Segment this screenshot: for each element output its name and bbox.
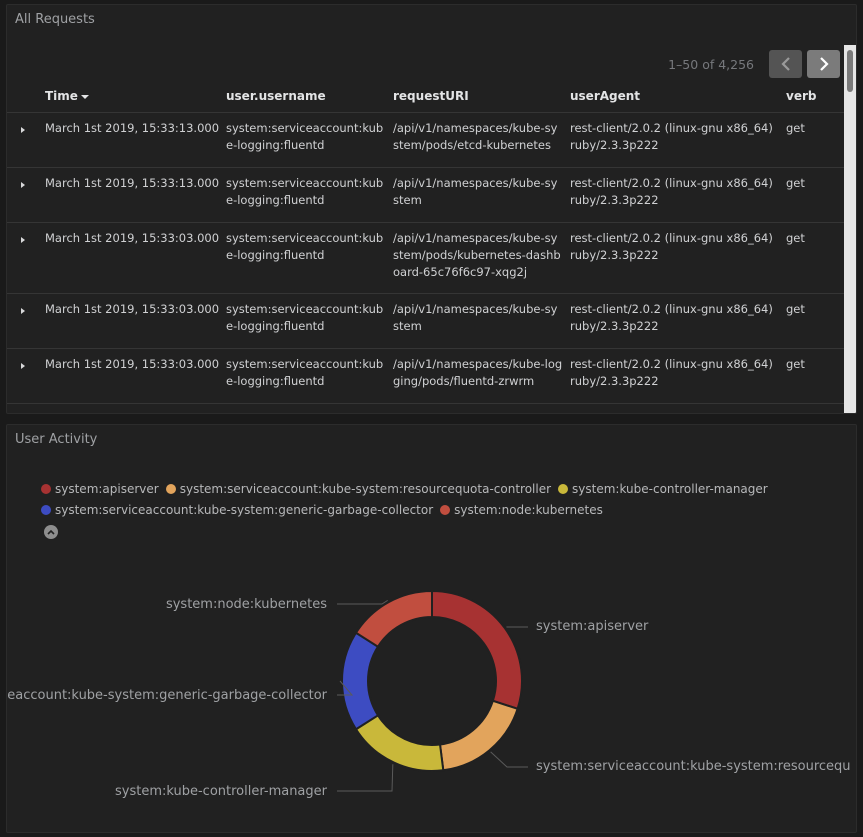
legend-swatch <box>440 504 451 515</box>
column-header-verb[interactable]: verb <box>786 89 817 103</box>
cell-request-uri: /api/v1/namespaces/kube-system/pods/etcd… <box>393 121 558 152</box>
cell-time: March 1st 2019, 15:33:03.000 <box>45 302 220 316</box>
chevron-left-icon <box>780 57 790 71</box>
table-row: March 1st 2019, 15:33:03.000 system:serv… <box>7 349 845 404</box>
sort-desc-icon <box>80 94 89 99</box>
column-header-request-uri[interactable]: requestURI <box>393 89 469 103</box>
slice-label: system:kube-controller-manager <box>115 784 328 799</box>
expand-row-icon[interactable] <box>21 127 25 133</box>
table-header: Time user.username requestURI userAgent … <box>7 83 845 113</box>
cell-time: March 1st 2019, 15:33:03.000 <box>45 357 220 371</box>
expand-row-icon[interactable] <box>21 363 25 369</box>
donut-slice[interactable] <box>438 699 519 772</box>
previous-page-button[interactable] <box>769 50 802 78</box>
cell-user-agent: rest-client/2.0.2 (linux-gnu x86_64) rub… <box>570 176 773 207</box>
slice-label-leader <box>490 751 528 768</box>
cell-user-agent: rest-client/2.0.2 (linux-gnu x86_64) rub… <box>570 121 773 152</box>
cell-request-uri: /api/v1/namespaces/kube-logging/pods/flu… <box>393 357 563 388</box>
legend-label: system:node:kubernetes <box>454 502 603 517</box>
cell-username: system:serviceaccount:kube-logging:fluen… <box>226 357 384 388</box>
legend-item-generic-garbage-collector[interactable]: system:serviceaccount:kube-system:generi… <box>41 503 433 517</box>
cell-verb: get <box>786 176 805 190</box>
cell-username: system:serviceaccount:kube-logging:fluen… <box>226 302 384 333</box>
slice-label-leader <box>337 599 388 605</box>
cell-verb: get <box>786 357 805 371</box>
cell-request-uri: /api/v1/namespaces/kube-system/pods/kube… <box>393 231 561 279</box>
cell-user-agent: rest-client/2.0.2 (linux-gnu x86_64) rub… <box>570 357 773 388</box>
chevron-right-icon <box>819 57 829 71</box>
chart-legend: system:apiserver system:serviceaccount:k… <box>41 478 801 520</box>
expand-row-icon[interactable] <box>21 237 25 243</box>
cell-username: system:serviceaccount:kube-logging:fluen… <box>226 121 384 152</box>
column-header-username[interactable]: user.username <box>226 89 326 103</box>
table-row: March 1st 2019, 15:33:03.000 system:serv… <box>7 223 845 294</box>
legend-label: system:serviceaccount:kube-system:resour… <box>179 481 552 496</box>
cell-user-agent: rest-client/2.0.2 (linux-gnu x86_64) rub… <box>570 231 773 262</box>
cell-time: March 1st 2019, 15:33:13.000 <box>45 176 220 190</box>
panel-title: All Requests <box>15 12 95 27</box>
donut-slice[interactable] <box>354 713 445 772</box>
cell-user-agent: rest-client/2.0.2 (linux-gnu x86_64) rub… <box>570 302 773 333</box>
cell-verb: get <box>786 121 805 135</box>
table-row: March 1st 2019, 15:33:03.000 system:serv… <box>7 294 845 349</box>
legend-item-resourcequota-controller[interactable]: system:serviceaccount:kube-system:resour… <box>165 481 552 496</box>
cell-username: system:serviceaccount:kube-logging:fluen… <box>226 231 384 262</box>
cell-time: March 1st 2019, 15:33:03.000 <box>45 231 220 245</box>
collapse-legend-button[interactable] <box>44 525 58 539</box>
donut-slice[interactable] <box>431 589 523 711</box>
all-requests-panel: All Requests 1–50 of 4,256 Time user.use… <box>6 4 857 414</box>
table-scrollbar-thumb[interactable] <box>847 50 853 92</box>
cell-request-uri: /api/v1/namespaces/kube-system <box>393 302 558 333</box>
legend-label: system:serviceaccount:kube-system:generi… <box>55 502 434 517</box>
slice-label: system:serviceaccount:kube-system:resour… <box>536 759 851 774</box>
legend-item-kube-controller-manager[interactable]: system:kube-controller-manager <box>558 482 768 496</box>
next-page-button[interactable] <box>807 50 840 78</box>
legend-swatch <box>41 483 51 494</box>
cell-verb: get <box>786 302 805 316</box>
column-header-user-agent[interactable]: userAgent <box>570 89 641 103</box>
expand-row-icon[interactable] <box>21 308 25 314</box>
legend-item-node-kubernetes[interactable]: system:node:kubernetes <box>440 503 603 517</box>
legend-swatch <box>41 504 51 515</box>
cell-request-uri: /api/v1/namespaces/kube-system <box>393 176 558 207</box>
expand-row-icon[interactable] <box>21 182 25 188</box>
slice-label: system:apiserver <box>536 619 649 634</box>
slice-label: system:node:kubernetes <box>166 597 327 612</box>
legend-label: system:kube-controller-manager <box>572 481 768 496</box>
legend-swatch <box>558 483 569 494</box>
legend-swatch <box>165 483 176 494</box>
panel-title: User Activity <box>15 432 98 447</box>
slice-label: eaccount:kube-system:generic-garbage-col… <box>7 688 327 703</box>
pagination: 1–50 of 4,256 <box>668 50 840 78</box>
cell-time: March 1st 2019, 15:33:13.000 <box>45 121 220 135</box>
table-row: March 1st 2019, 15:33:13.000 system:serv… <box>7 113 845 168</box>
cell-username: system:serviceaccount:kube-logging:fluen… <box>226 176 384 207</box>
table-scrollbar[interactable] <box>844 45 856 413</box>
user-activity-panel: User Activity system:apiserver system:se… <box>6 424 857 833</box>
user-activity-donut-chart: system:apiserver system:serviceaccount:ku… <box>7 589 851 799</box>
slice-label-leader <box>337 764 394 792</box>
cell-verb: get <box>786 231 805 245</box>
legend-item-apiserver[interactable]: system:apiserver <box>41 482 159 496</box>
donut-slice[interactable] <box>341 631 380 731</box>
legend-label: system:apiserver <box>55 481 159 496</box>
requests-table: Time user.username requestURI userAgent … <box>7 83 845 404</box>
donut-slice[interactable] <box>354 589 433 649</box>
chevron-up-icon <box>47 529 55 535</box>
column-header-time[interactable]: Time <box>45 89 89 103</box>
table-row: March 1st 2019, 15:33:13.000 system:serv… <box>7 168 845 223</box>
slice-label-leader <box>337 680 354 696</box>
pagination-range: 1–50 of 4,256 <box>668 56 754 72</box>
